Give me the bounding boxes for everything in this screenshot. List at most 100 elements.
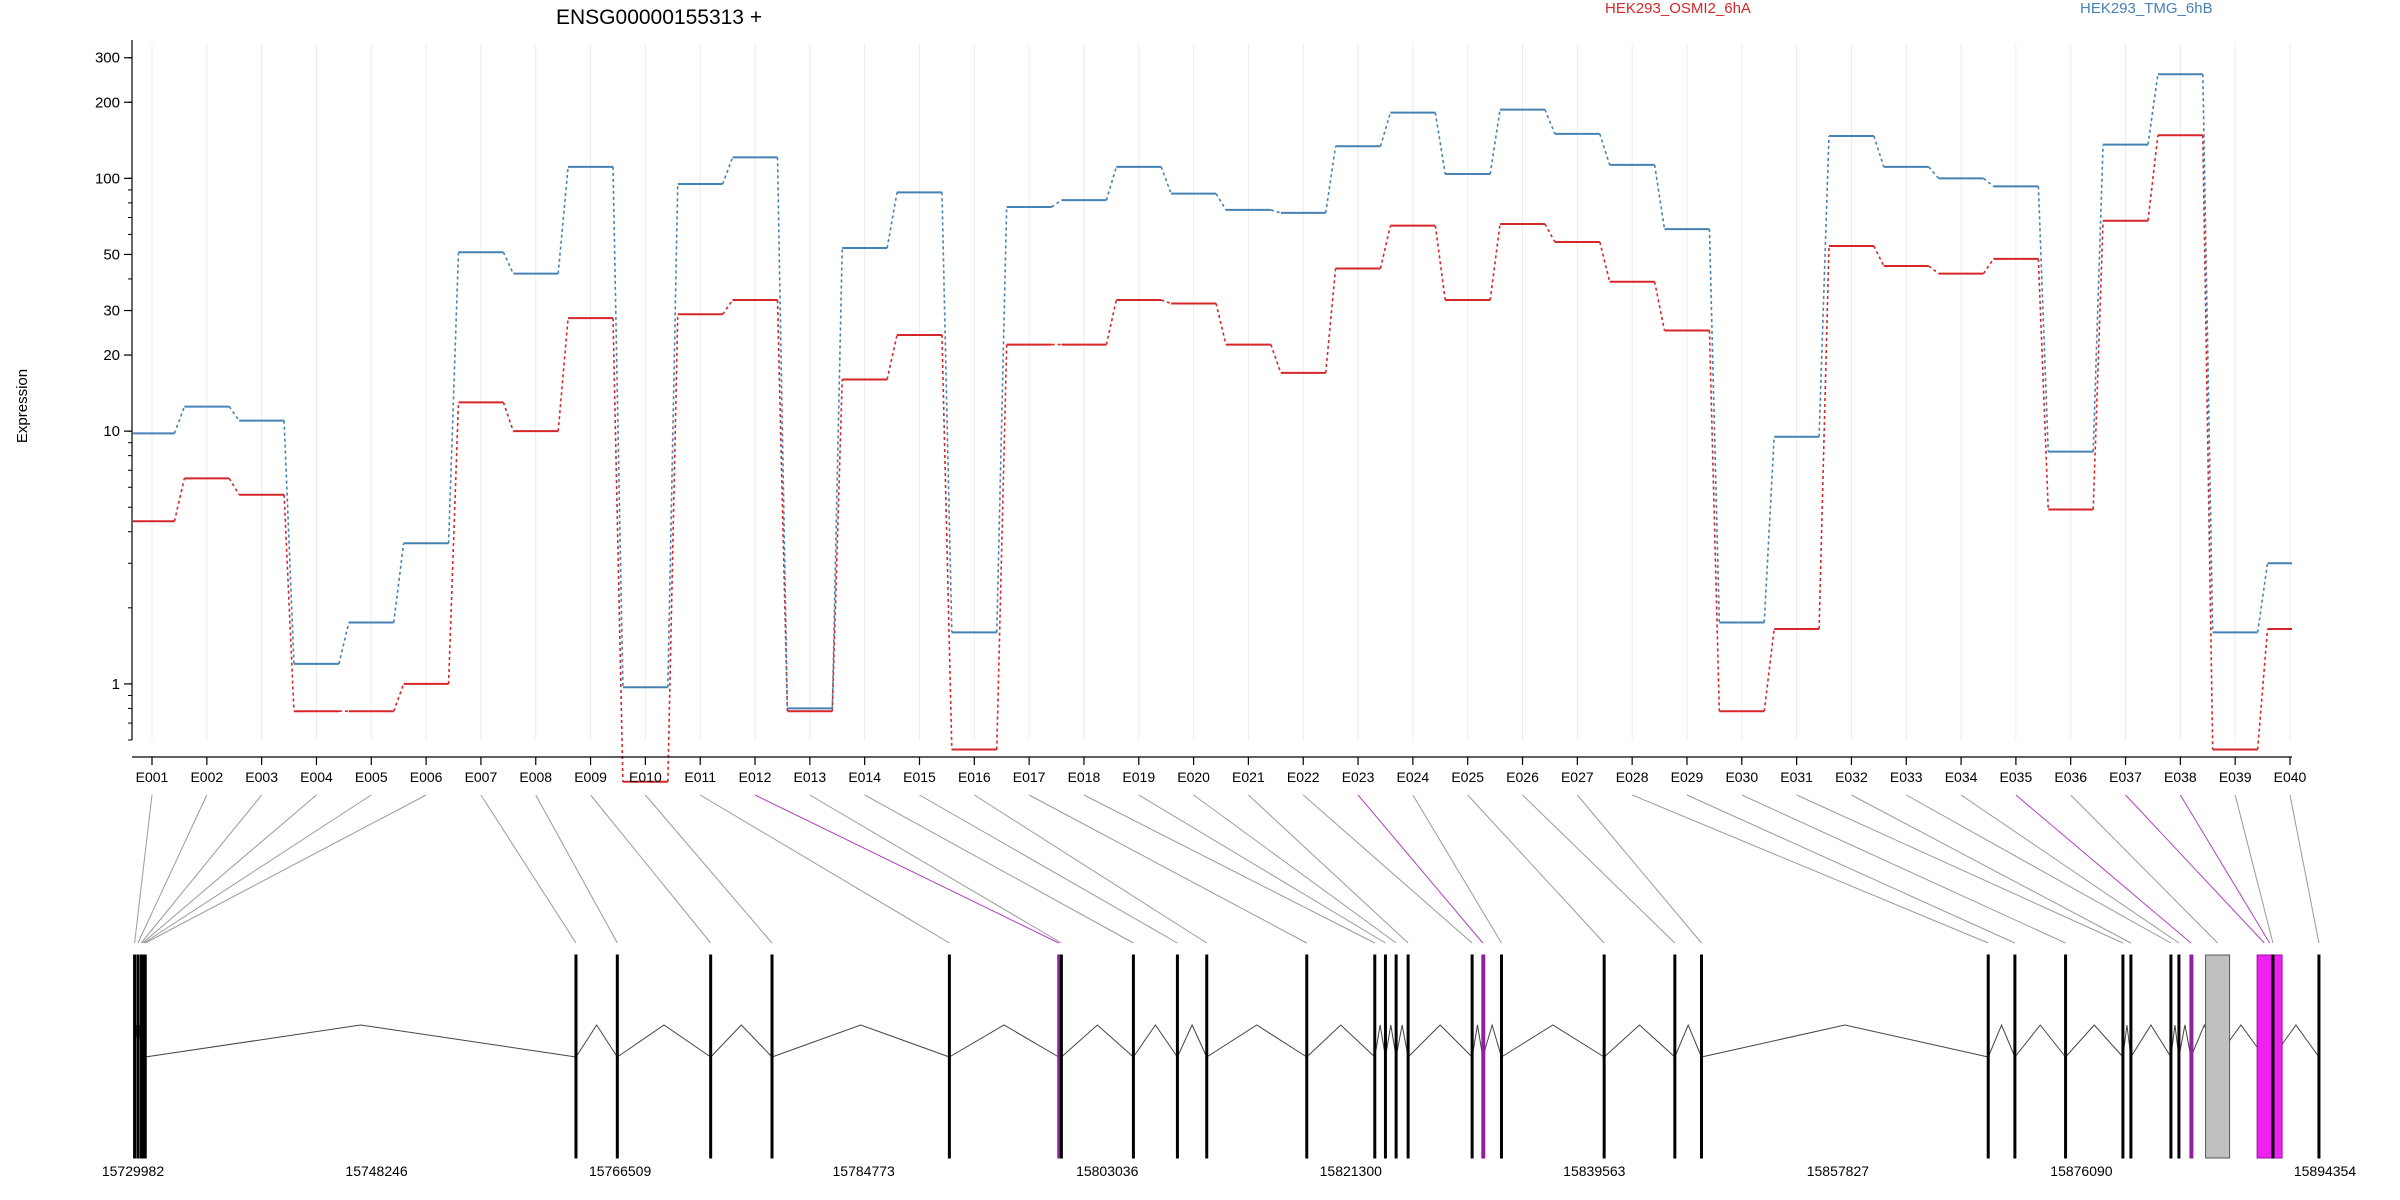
y-tick-label: 200	[95, 94, 120, 111]
series-step	[393, 683, 405, 712]
intron-line	[1384, 1024, 1397, 1058]
series-step	[776, 157, 789, 709]
exon-connector	[143, 794, 372, 944]
genomic-coordinate-axis: 15729982 15748246 15766509 15784773 15803036…	[102, 1163, 2357, 1179]
gene-model	[133, 954, 2321, 1159]
y-tick-label: 1	[112, 676, 120, 693]
y-tick-label: 300	[95, 50, 120, 67]
series-step	[1599, 133, 1611, 166]
series-step	[1160, 299, 1172, 305]
series-step	[831, 379, 843, 712]
x-tick-label-exon: E032	[1835, 769, 1868, 785]
series-step	[1873, 135, 1885, 168]
series-step	[447, 402, 460, 684]
series-step	[612, 166, 624, 688]
exon-connector	[535, 794, 618, 944]
y-tick-label: 20	[103, 347, 120, 364]
exon-box	[2317, 954, 2321, 1159]
exon-connector	[134, 794, 153, 944]
series-step	[1434, 225, 1447, 301]
exon-box	[143, 954, 147, 1159]
intron-line	[2178, 1024, 2192, 1058]
x-tick-label-exon: E026	[1506, 769, 1539, 785]
exon-box	[2121, 954, 2125, 1159]
series-step	[2092, 220, 2104, 510]
exon-connector	[2179, 794, 2271, 944]
series-step	[1708, 229, 1721, 623]
exon-connector	[1302, 794, 1473, 944]
exon-connector	[1193, 794, 1397, 944]
series-step	[667, 183, 679, 688]
series-step	[1379, 112, 1392, 147]
exon-connector	[1248, 794, 1409, 944]
exon-connector	[1357, 794, 1484, 944]
exon-connector	[2070, 794, 2218, 944]
x-tick-label-exon: E008	[519, 769, 552, 785]
intron-line	[710, 1024, 773, 1058]
exon-box	[1305, 954, 1309, 1159]
y-axis-label: Expression	[14, 369, 31, 443]
exon-box	[1059, 954, 1063, 1159]
series-step	[1270, 209, 1281, 214]
series-step	[1708, 330, 1721, 712]
x-tick-label-exon: E025	[1451, 769, 1484, 785]
x-tick-label-exon: E033	[1890, 769, 1923, 785]
x-tick-label-exon: E027	[1561, 769, 1594, 785]
series-step	[722, 299, 734, 315]
exon-box	[615, 954, 619, 1159]
exon-connector	[480, 794, 577, 944]
series-step	[1763, 436, 1775, 623]
series-step	[1324, 146, 1337, 214]
series-step	[1105, 166, 1118, 201]
series-step	[1763, 628, 1775, 712]
intron-line	[1206, 1024, 1308, 1058]
exon-connector	[1083, 794, 1376, 944]
x-tick-label-exon: E037	[2109, 769, 2142, 785]
intron-line	[1987, 1023, 2016, 1058]
exon-connector	[1631, 794, 1989, 944]
x-tick-label-exon: E024	[1397, 769, 1430, 785]
intron-line	[575, 1024, 618, 1058]
legend-entry-series-1: HEK293_OSMI2_6hA	[1605, 0, 1751, 17]
exon-box	[1383, 954, 1387, 1159]
x-tick-label-exon: E010	[629, 769, 662, 785]
series-step	[502, 251, 514, 274]
exon-connector	[140, 794, 263, 944]
intron-line	[1471, 1024, 1484, 1058]
exon-box	[1406, 954, 1410, 1159]
exon-connector	[2125, 794, 2265, 944]
series-step	[1489, 223, 1501, 301]
series-step	[447, 252, 460, 544]
intron-line	[1701, 1024, 1989, 1058]
x-tick-label-exon: E023	[1342, 769, 1375, 785]
exon-connector	[137, 794, 208, 944]
intron-line	[1482, 1023, 1502, 1058]
series-step	[1544, 109, 1556, 135]
series-step	[173, 406, 186, 434]
exon-connectors	[134, 794, 2320, 944]
x-tick-label-exon: E003	[245, 769, 278, 785]
series-step	[1489, 109, 1501, 175]
exon-connector	[1960, 794, 2180, 944]
series-step	[721, 157, 734, 185]
x-tick-label-exon: E029	[1671, 769, 1704, 785]
series-step	[1160, 166, 1172, 194]
exon-connector	[142, 794, 317, 944]
exon-box	[1673, 954, 1677, 1159]
y-tick-label: 10	[103, 423, 120, 440]
exon-connector	[864, 794, 1134, 944]
series-step	[557, 318, 569, 432]
series-step	[1818, 136, 1830, 437]
exon-connector	[1412, 794, 1502, 944]
x-tick-label-exon: E002	[190, 769, 223, 785]
series-step	[1215, 193, 1227, 211]
exon-connector	[2289, 794, 2320, 944]
legend-entry-series-2: HEK293_TMG_6hB	[2080, 0, 2213, 17]
x-tick-label-coordinate: 15876090	[2050, 1163, 2113, 1179]
series-step	[995, 344, 1008, 750]
series-step	[612, 318, 624, 782]
x-tick-label-exon: E030	[1725, 769, 1758, 785]
series-step	[2256, 563, 2269, 633]
series-step	[1215, 303, 1227, 345]
exon-box	[1499, 954, 1503, 1159]
